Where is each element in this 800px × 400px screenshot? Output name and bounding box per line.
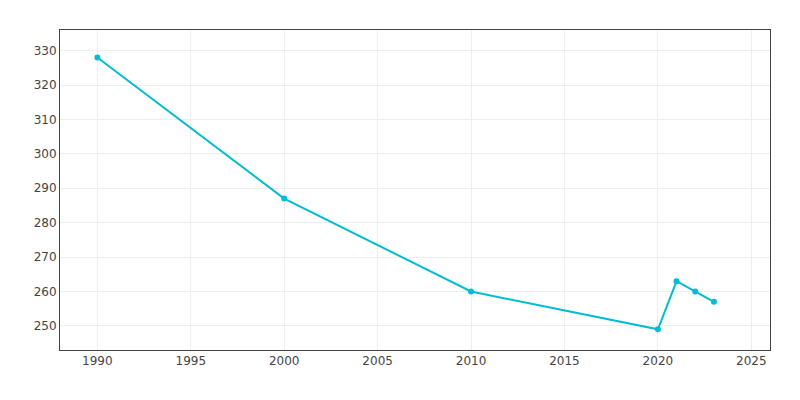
svg-text:2020: 2020: [643, 354, 674, 368]
svg-text:290: 290: [34, 181, 57, 195]
svg-text:2015: 2015: [549, 354, 580, 368]
svg-text:2025: 2025: [736, 354, 767, 368]
svg-text:310: 310: [34, 113, 57, 127]
svg-text:300: 300: [34, 147, 57, 161]
svg-text:2010: 2010: [456, 354, 487, 368]
svg-text:260: 260: [34, 285, 57, 299]
svg-text:330: 330: [34, 44, 57, 58]
svg-text:250: 250: [34, 319, 57, 333]
svg-text:270: 270: [34, 250, 57, 264]
svg-text:320: 320: [34, 78, 57, 92]
svg-text:2000: 2000: [269, 354, 300, 368]
svg-text:1990: 1990: [82, 354, 113, 368]
svg-text:280: 280: [34, 216, 57, 230]
svg-text:2005: 2005: [362, 354, 393, 368]
svg-text:1995: 1995: [176, 354, 207, 368]
